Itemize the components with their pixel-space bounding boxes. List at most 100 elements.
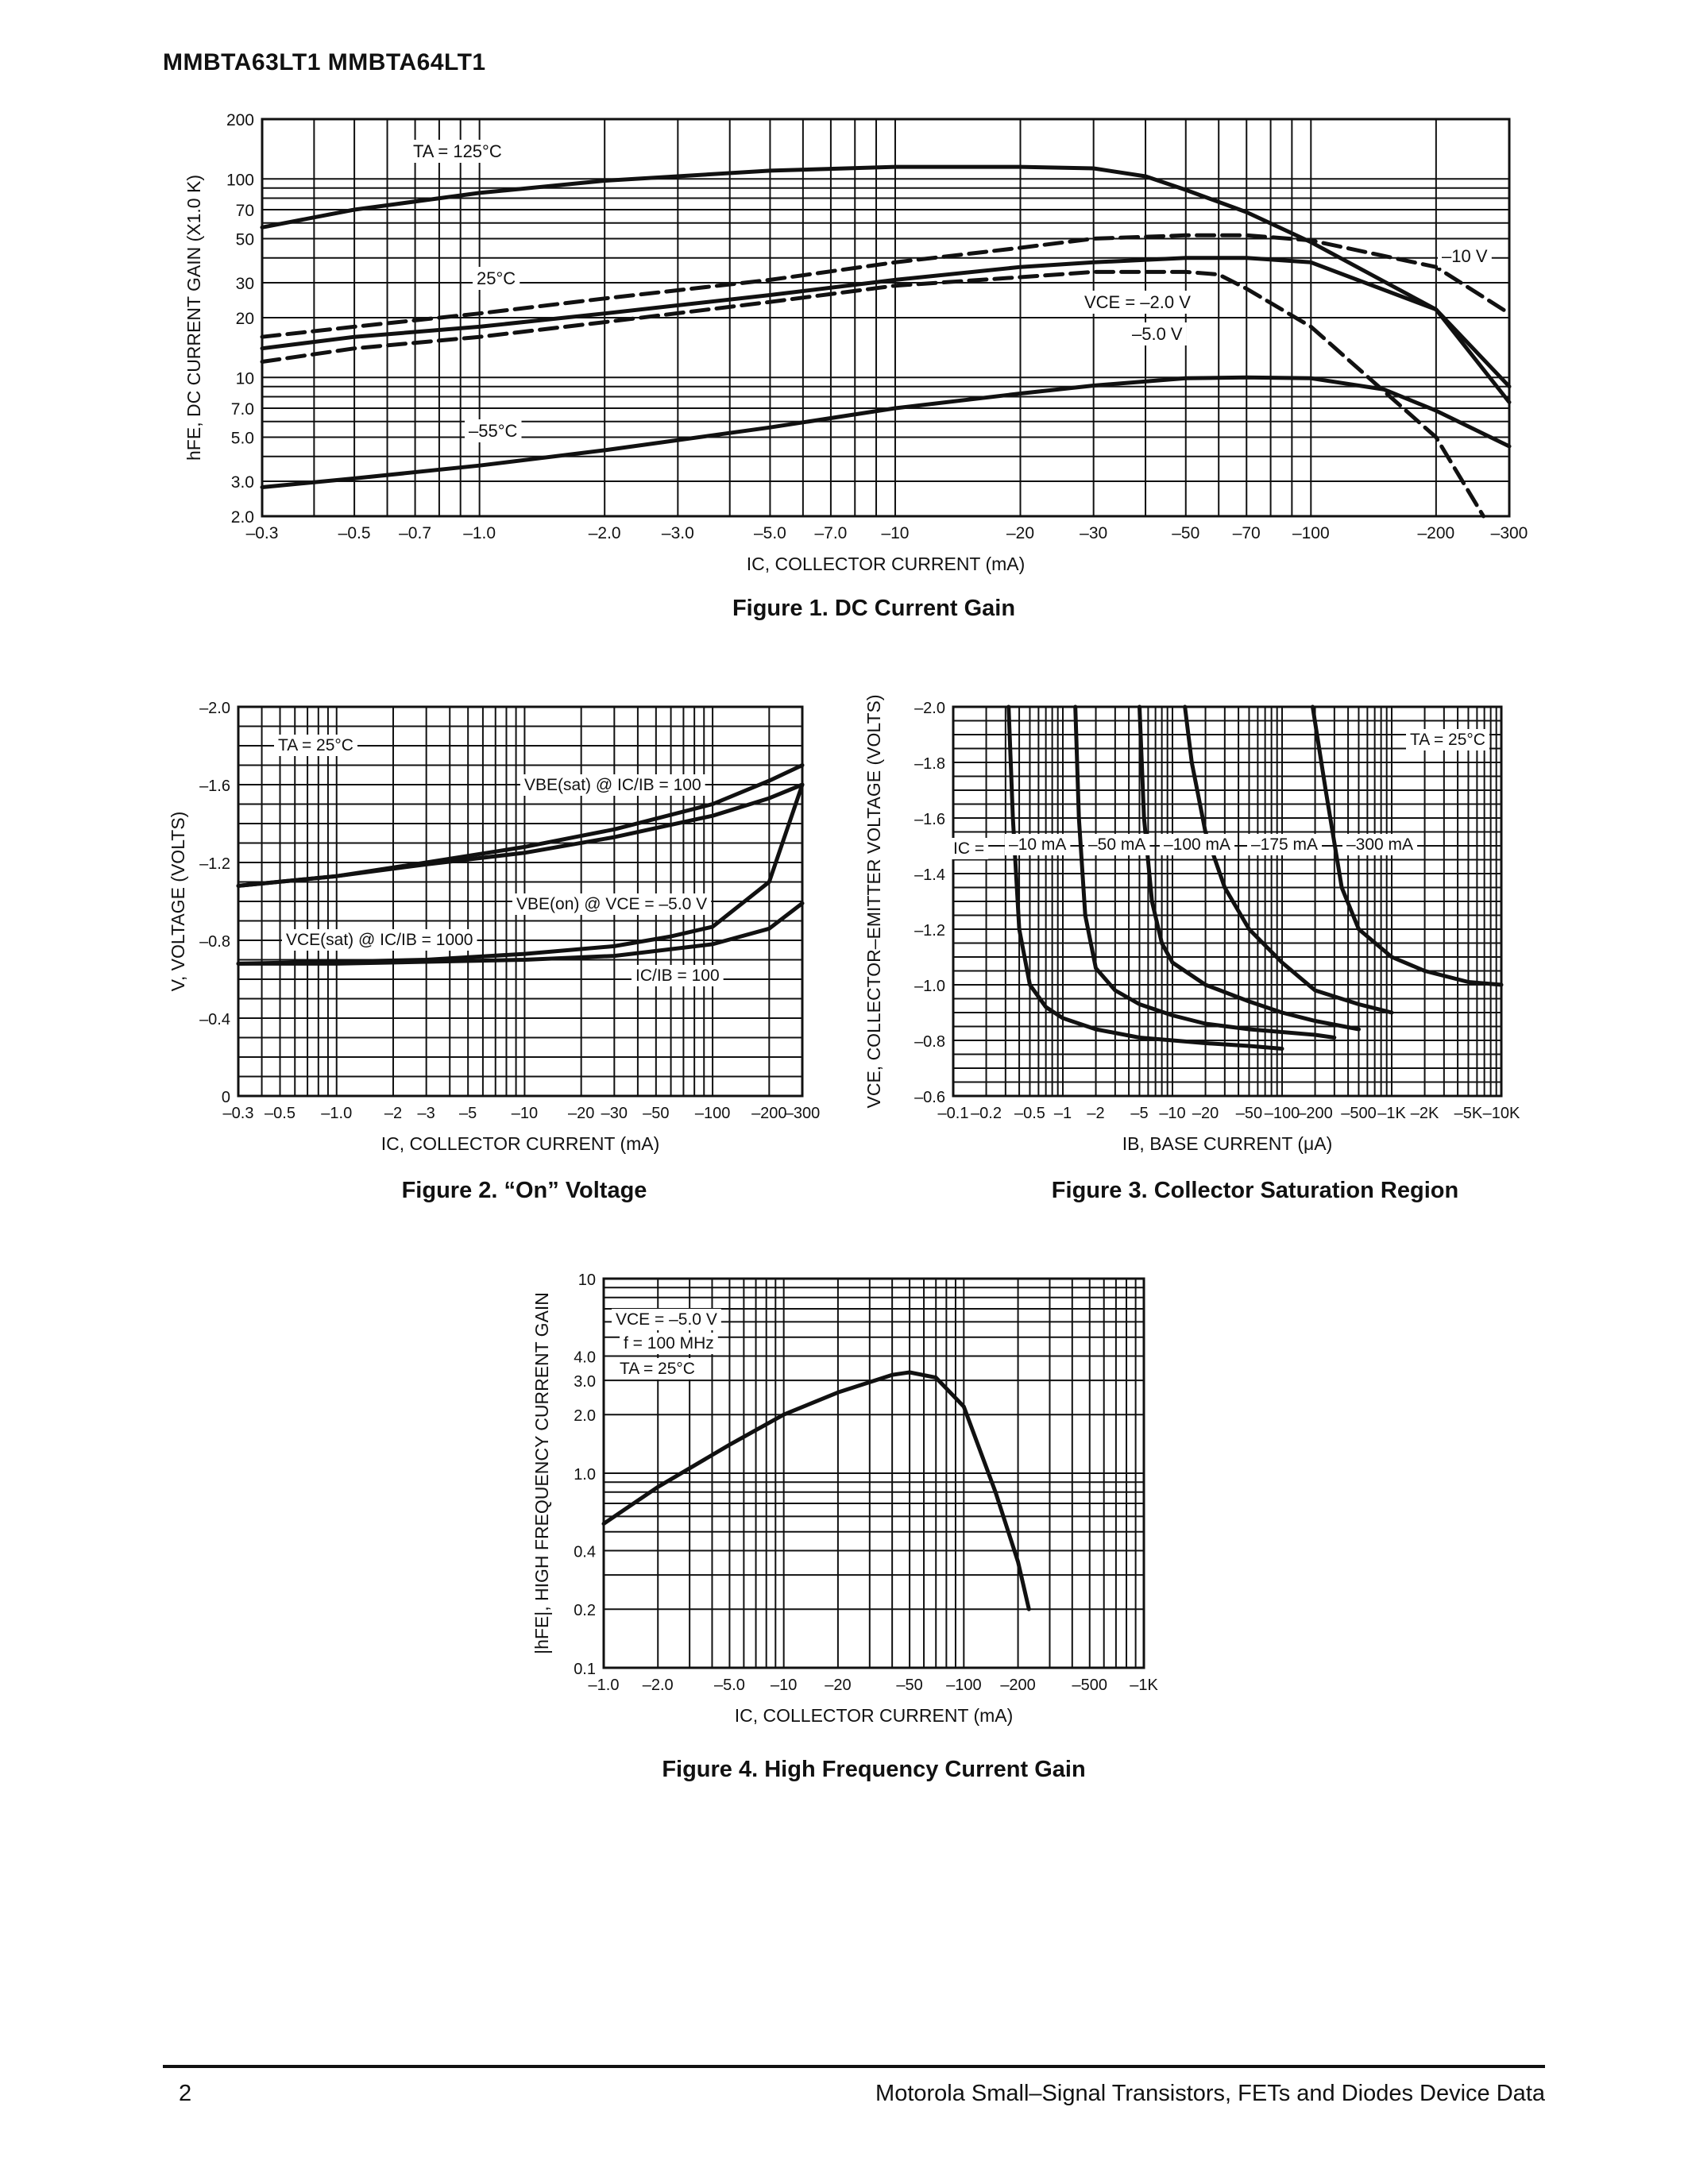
x-tick-label: –5.0	[714, 1677, 745, 1694]
annotation-vce-10v-bg	[1438, 245, 1492, 268]
y-tick-label: 20	[236, 310, 254, 328]
y-tick-label: 3.0	[574, 1373, 596, 1391]
x-tick-label: –0.5	[338, 524, 371, 542]
annotation-ic-300ma: –300 mA	[1346, 835, 1413, 854]
x-tick-label: –2.0	[643, 1677, 674, 1694]
x-tick-label: –3	[418, 1105, 435, 1122]
x-axis-label: IB, BASE CURRENT (μA)	[1122, 1133, 1333, 1154]
x-tick-label: –30	[1080, 524, 1107, 542]
figure-4-chart: –1.0 –2.0 –5.0 –10 –20 –50 –100 –200 –500 –1K 10 4.…	[531, 1271, 1158, 1726]
annotation-ic-ib-100: IC/IB = 100	[635, 967, 720, 985]
series-line-4	[236, 901, 805, 966]
y-tick-label: 3.0	[231, 473, 254, 492]
x-tick-label: –0.3	[246, 524, 279, 542]
annotation-ta-25: TA = 25°C	[278, 736, 353, 754]
annotation-vce-10v: –10 V	[1442, 246, 1488, 266]
y-tick-label: 0.2	[574, 1602, 596, 1619]
series-line-3	[260, 256, 1512, 404]
series-line-4	[1183, 704, 1394, 1015]
annotation-minus55c: –55°C	[469, 421, 518, 441]
x-tick-label: –50	[643, 1105, 669, 1122]
y-axis-label: hFE, DC CURRENT GAIN (X1.0 K)	[183, 175, 204, 461]
annotation-vbe-on-bg	[512, 893, 712, 915]
y-tick-label: 4.0	[574, 1349, 596, 1366]
y-tick-label: –1.6	[914, 811, 945, 828]
annotation-ta-25: TA = 25°C	[620, 1360, 695, 1378]
x-tick-label: –0.7	[399, 524, 431, 542]
x-tick-label: –70	[1233, 524, 1261, 542]
figure-3-chart: –0.1 –0.2 –0.5 –1 –2 –5 –10 –20 –50 –100–200 –500–…	[863, 694, 1520, 1154]
y-tick-label: –2.0	[199, 700, 230, 717]
series-line-2	[1073, 704, 1337, 1040]
annotation-vce-5v: –5.0 V	[1132, 324, 1183, 344]
figure-4-caption: Figure 4. High Frequency Current Gain	[662, 1757, 1086, 1782]
annotation-ic-label: IC =	[953, 839, 984, 858]
x-tick-label: –500	[1072, 1677, 1108, 1694]
x-tick-label: –0.5	[265, 1105, 295, 1122]
y-tick-label: –1.4	[914, 866, 945, 884]
x-tick-label: –0.5	[1014, 1105, 1045, 1122]
x-axis-label: IC, COLLECTOR CURRENT (mA)	[735, 1705, 1014, 1726]
x-axis-label: IC, COLLECTOR CURRENT (mA)	[381, 1133, 660, 1154]
y-tick-label: 0.4	[574, 1543, 596, 1561]
x-tick-label: –100	[695, 1105, 731, 1122]
footer-rule	[163, 2065, 1545, 2068]
y-tick-label: –1.8	[914, 755, 945, 773]
y-tick-label: 0	[222, 1089, 230, 1106]
series-line-2	[236, 782, 805, 888]
annotation-vce: VCE = –5.0 V	[616, 1310, 717, 1329]
x-tick-label: –0.2	[971, 1105, 1002, 1122]
x-tick-label: –50	[1172, 524, 1199, 542]
annotation-ta-25: TA = 25°C	[1410, 731, 1485, 749]
x-tick-label: –20	[1192, 1105, 1219, 1122]
plot-frame	[261, 118, 1511, 518]
annotation-vce-5v-bg	[1128, 322, 1187, 345]
x-tick-label: –5	[1130, 1105, 1148, 1122]
series-line-5	[260, 375, 1512, 489]
x-tick-label: –1.0	[321, 1105, 352, 1122]
y-tick-label: –0.4	[199, 1011, 230, 1028]
y-tick-label: 50	[236, 231, 254, 249]
x-tick-label: –500	[1341, 1105, 1377, 1122]
x-tick-label: –5K	[1454, 1105, 1483, 1122]
figure-1-chart: –0.3 –0.5 –0.7 –1.0 –2.0 –3.0 –5.0 –7.0 –10 –20 –3…	[183, 111, 1528, 574]
x-tick-label: –50	[1236, 1105, 1262, 1122]
x-tick-label: –2	[1087, 1105, 1104, 1122]
x-tick-label: –2.0	[589, 524, 621, 542]
annotation-25c: 25°C	[477, 268, 516, 288]
y-tick-label: –1.6	[199, 778, 230, 795]
figure-3-caption: Figure 3. Collector Saturation Region	[1051, 1178, 1459, 1203]
x-tick-label: –100	[946, 1677, 982, 1694]
x-tick-label: –20	[1006, 524, 1034, 542]
annotation-vce-2v: VCE = –2.0 V	[1084, 292, 1191, 312]
x-tick-label: –100	[1292, 524, 1330, 542]
y-tick-label: –0.6	[914, 1089, 945, 1106]
x-tick-label: –2	[384, 1105, 402, 1122]
x-tick-label: –5.0	[754, 524, 786, 542]
annotation-ic-50ma: –50 mA	[1088, 835, 1145, 854]
y-tick-label: 7.0	[231, 400, 254, 419]
x-tick-label: –5	[459, 1105, 477, 1122]
annotation-ic-ib-100-bg	[632, 965, 724, 986]
x-tick-label: –0.3	[223, 1105, 254, 1122]
annotation-vce-2v-bg	[1080, 291, 1196, 314]
x-tick-label: –200	[751, 1105, 787, 1122]
series-line-5	[1311, 704, 1504, 987]
y-axis-label: V, VOLTAGE (VOLTS)	[168, 812, 188, 992]
y-tick-label: –2.0	[914, 700, 945, 717]
annotation-ta-125: TA = 125°C	[413, 141, 502, 161]
y-tick-label: 100	[226, 171, 254, 189]
annotation-vce-sat: VCE(sat) @ IC/IB = 1000	[286, 931, 473, 949]
annotation-ic-175ma: –175 mA	[1251, 835, 1318, 854]
y-tick-label: –0.8	[199, 933, 230, 951]
annotation-ic-300ma-bg	[1342, 834, 1418, 855]
y-tick-label: –1.2	[199, 855, 230, 873]
y-tick-label: –1.2	[914, 922, 945, 940]
plot-frame	[602, 1277, 1145, 1669]
x-tick-label: –1K	[1377, 1105, 1406, 1122]
annotation-vce-sat-bg	[282, 929, 477, 951]
y-tick-label: 1.0	[574, 1466, 596, 1484]
annotation-ic-100ma-bg	[1160, 834, 1235, 855]
series-line-1	[260, 164, 1512, 389]
x-tick-label: –1K	[1130, 1677, 1158, 1694]
